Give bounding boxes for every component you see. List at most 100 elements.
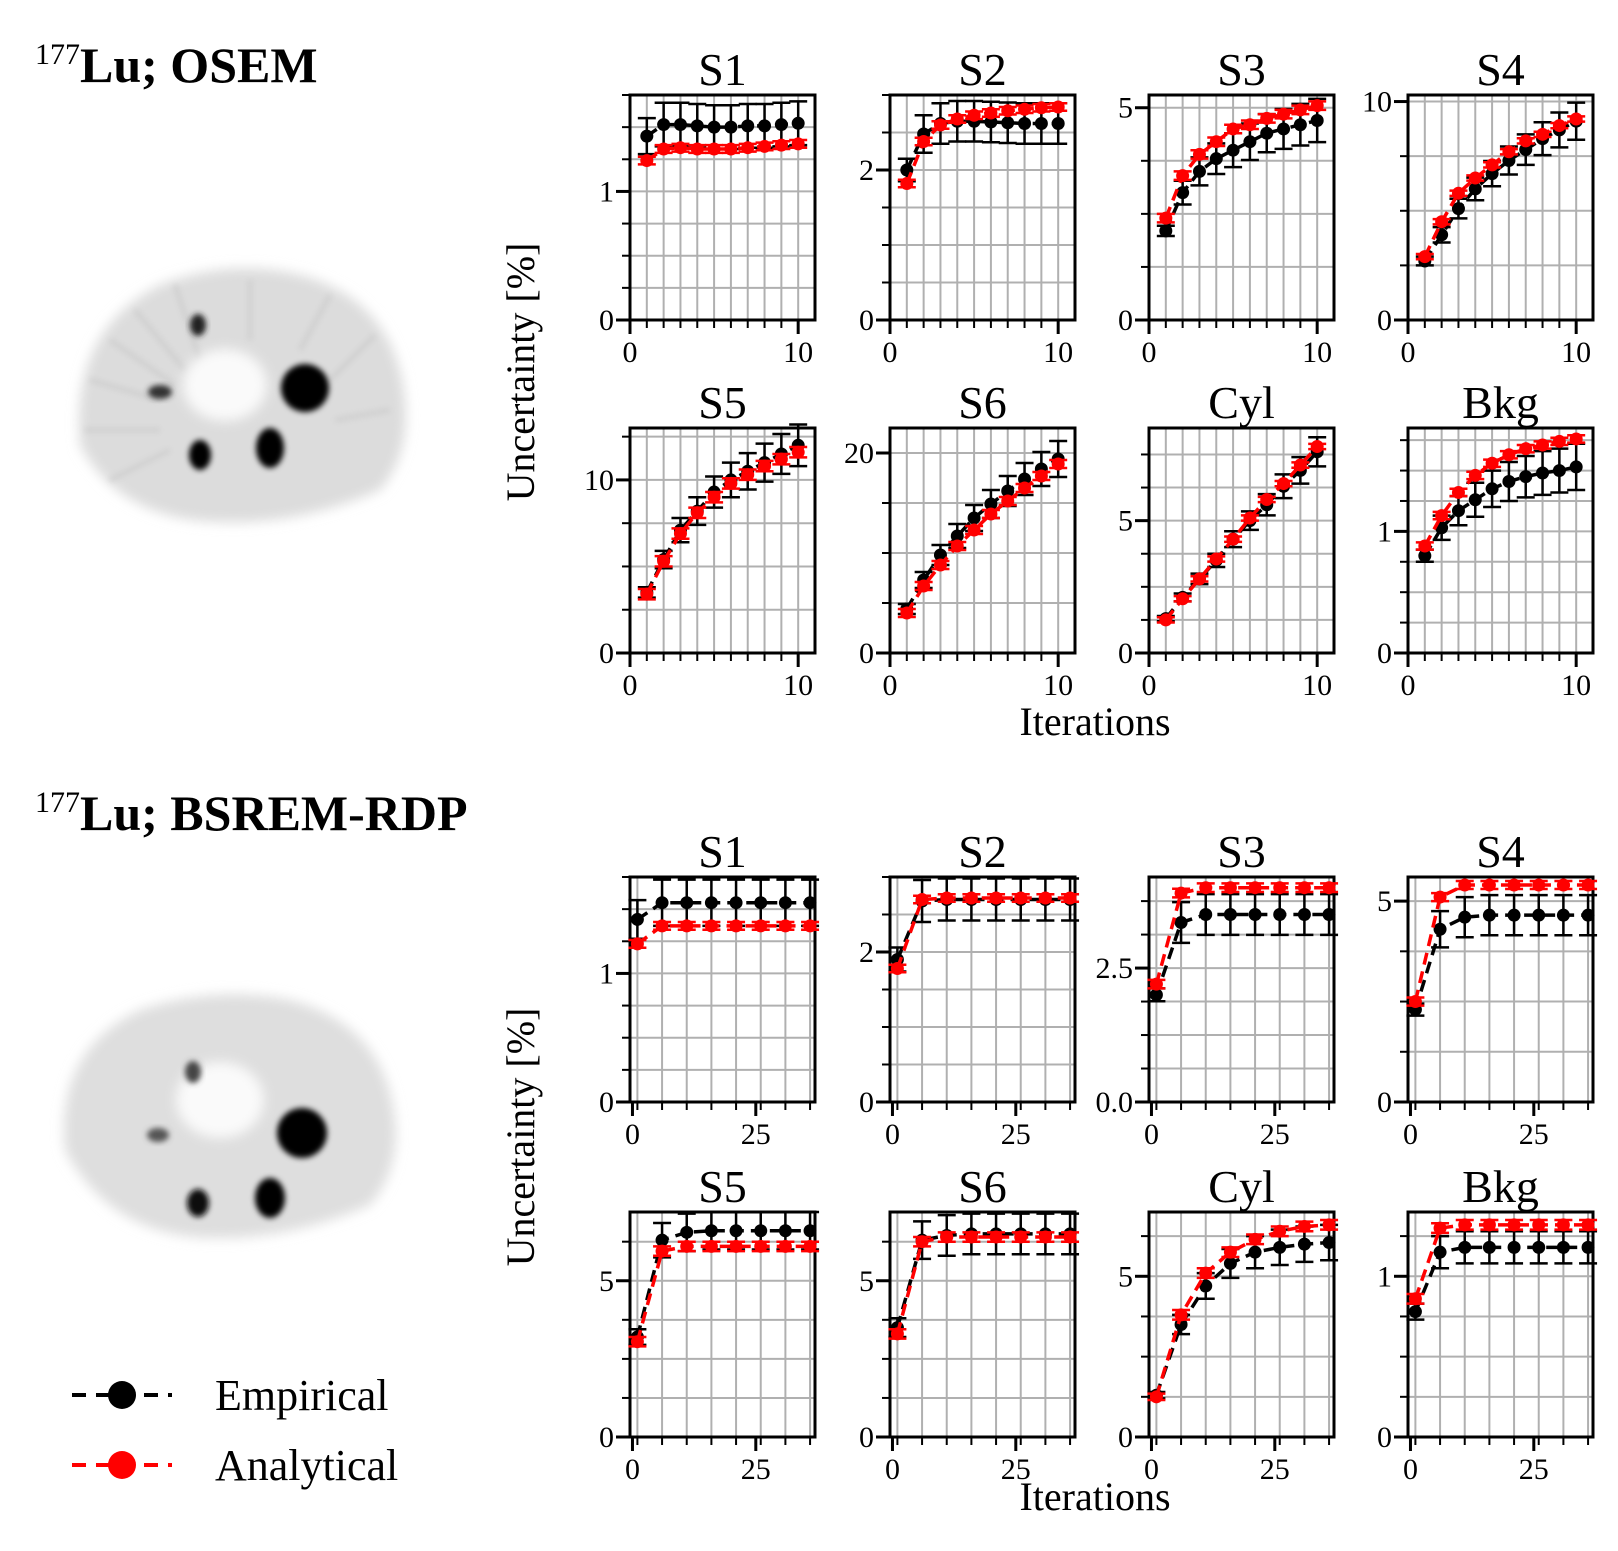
data-point: [917, 579, 931, 593]
data-point: [984, 115, 998, 129]
data-point: [1451, 186, 1465, 200]
series-empirical: [888, 877, 1080, 973]
data-point: [1482, 878, 1496, 892]
subplot-title: S5: [698, 377, 747, 428]
data-point: [1273, 908, 1287, 921]
data-point: [729, 1239, 743, 1253]
data-point: [1569, 460, 1583, 474]
data-point: [1149, 1390, 1163, 1404]
series-analytical: [897, 100, 1068, 190]
ylabel-osem: Uncertainty [%]: [498, 243, 543, 502]
data-point: [1556, 1240, 1570, 1254]
data-point: [1458, 878, 1472, 892]
data-point: [1458, 1218, 1472, 1232]
data-point: [630, 912, 644, 926]
data-point: [1556, 908, 1570, 922]
axes-frame: [888, 426, 1077, 655]
data-point: [1293, 118, 1307, 132]
x-tick-label: 0: [623, 669, 638, 702]
data-point: [704, 896, 718, 910]
series-analytical: [1415, 112, 1586, 264]
x-tick-label: 25: [1260, 1453, 1290, 1486]
data-point: [1159, 211, 1173, 225]
data-point: [1581, 908, 1595, 922]
y-tick-label: 0: [599, 637, 614, 670]
y-tick-label: 0: [859, 637, 874, 670]
y-tick-label: 0: [599, 304, 614, 337]
data-point: [1532, 908, 1546, 922]
y-tick-label: 0: [1118, 637, 1133, 670]
x-tick-label: 0: [885, 1118, 900, 1151]
series-analytical: [1147, 881, 1339, 991]
data-point: [989, 891, 1003, 905]
y-tick-label: 0: [1377, 637, 1392, 670]
data-point: [1260, 492, 1274, 506]
data-point: [673, 141, 687, 155]
data-point: [940, 891, 954, 905]
data-point: [1038, 1230, 1052, 1244]
data-point: [1260, 111, 1274, 125]
data-point: [758, 459, 772, 473]
y-tick-label: 1: [599, 175, 614, 208]
subplot-title: Cyl: [1208, 1161, 1274, 1212]
data-point: [1433, 890, 1447, 904]
data-point: [1034, 101, 1048, 115]
data-point: [1519, 470, 1533, 484]
data-point: [989, 1230, 1003, 1244]
data-point: [967, 511, 981, 525]
data-point: [1502, 475, 1516, 489]
data-point: [1532, 1218, 1546, 1232]
data-point: [1199, 1266, 1213, 1280]
data-point: [1248, 908, 1262, 921]
axes-frame: [1147, 426, 1336, 655]
series-analytical: [637, 445, 808, 601]
data-point: [673, 118, 687, 132]
data-point: [950, 529, 964, 543]
series-line: [645, 142, 799, 163]
phantom-slice-bsrem: [63, 994, 396, 1239]
x-tick-label: 0: [1401, 669, 1416, 702]
panel-title-text: Lu; OSEM: [80, 37, 318, 93]
data-point: [1552, 464, 1566, 478]
data-point: [984, 106, 998, 120]
data-point: [1001, 484, 1015, 498]
subplot-s4: 0 10 0 10 S4: [1362, 44, 1595, 369]
data-point: [1468, 493, 1482, 507]
y-tick-label: 5: [599, 1265, 614, 1298]
data-point: [1418, 250, 1432, 264]
subplot-s4: 0 5 0 25 S4: [1377, 826, 1598, 1151]
y-tick-label: 0.0: [1096, 1086, 1134, 1119]
data-point: [1199, 1279, 1213, 1293]
data-point: [791, 116, 805, 130]
x-tick-label: 25: [1001, 1453, 1031, 1486]
data-point: [1581, 1240, 1595, 1254]
x-tick-label: 25: [1001, 1118, 1031, 1151]
data-point: [1581, 1218, 1595, 1232]
data-point: [1034, 117, 1048, 130]
data-point: [1322, 1218, 1336, 1232]
data-point: [729, 919, 743, 933]
data-point: [1018, 117, 1032, 130]
data-point: [741, 119, 755, 133]
data-point: [890, 1327, 904, 1341]
data-point: [778, 1224, 792, 1238]
x-tick-label: 0: [883, 669, 898, 702]
axes-frame: [628, 875, 817, 1104]
subplot-s5: 0 5 0 25 S5: [599, 1161, 820, 1486]
data-point: [1482, 1240, 1496, 1254]
data-point: [933, 118, 947, 132]
data-point: [1536, 438, 1550, 452]
ylabel-bsrem: Uncertainty [%]: [498, 1008, 543, 1267]
data-point: [1243, 135, 1257, 149]
subplot-title: S1: [698, 44, 747, 95]
data-point: [1569, 112, 1583, 126]
series-line: [1164, 445, 1319, 622]
data-point: [984, 507, 998, 521]
data-point: [1435, 509, 1449, 523]
series-line: [1423, 119, 1577, 262]
x-tick-label: 10: [1043, 669, 1073, 702]
data-point: [1433, 922, 1447, 936]
subplot-s2: 0 2 0 25 S2: [859, 826, 1080, 1151]
